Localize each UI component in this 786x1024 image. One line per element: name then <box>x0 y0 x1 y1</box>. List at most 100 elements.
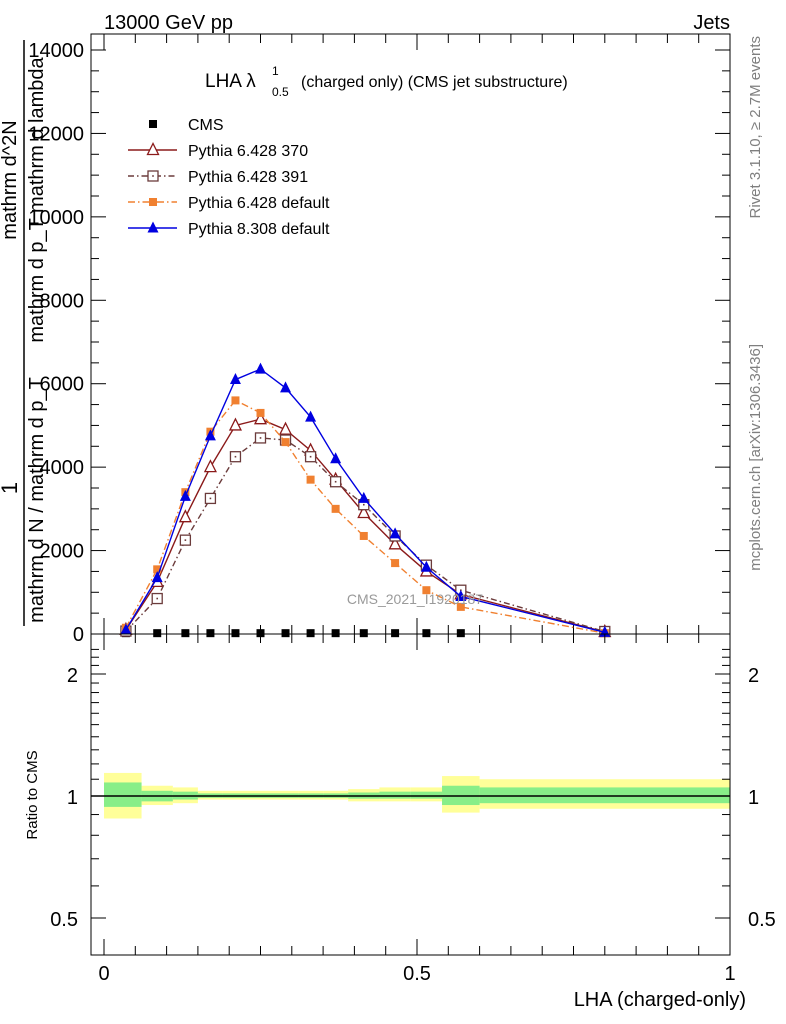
data-point <box>231 629 240 638</box>
data-point <box>305 410 317 422</box>
chart-title: LHA λ <box>205 71 256 92</box>
legend-marker <box>149 120 157 128</box>
data-point-dot <box>309 455 312 458</box>
title-sub: 0.5 <box>272 85 289 99</box>
ratio-band-green <box>379 791 411 799</box>
data-point <box>153 629 162 638</box>
y-tick-label: 2000 <box>40 541 85 563</box>
legend-marker <box>147 221 159 233</box>
y-tick-label: 10000 <box>28 207 84 229</box>
data-point <box>391 629 400 638</box>
legend-marker <box>146 142 160 156</box>
header-left: 13000 GeV pp <box>104 12 233 34</box>
x-tick-label: 0.5 <box>403 963 431 985</box>
series-4 <box>120 362 611 637</box>
data-point <box>359 629 368 638</box>
data-point <box>306 475 315 484</box>
legend-label: CMS <box>188 117 224 134</box>
y-tick-label: 0 <box>73 624 84 646</box>
series-line <box>125 437 605 633</box>
data-point <box>331 629 340 638</box>
data-point <box>253 411 268 425</box>
legend-entry-3: Pythia 6.428 default <box>128 195 330 212</box>
series-line <box>125 368 605 634</box>
legend: CMS Pythia 6.428 370 Pythia 6.428 391 Pythi… <box>128 117 330 238</box>
ylabel-den: mathrm d N / mathrm d p_T <box>26 377 48 623</box>
data-point <box>120 623 132 635</box>
title-rest: (charged only) (CMS jet substructure) <box>301 74 568 91</box>
legend-entry-4: Pythia 8.308 default <box>128 221 330 238</box>
ratio-ylabel: Ratio to CMS <box>24 750 41 839</box>
data-point <box>391 559 400 568</box>
data-point <box>331 504 340 513</box>
data-point <box>456 629 465 638</box>
ylabel-num: 1 <box>0 482 22 494</box>
data-point <box>280 381 292 393</box>
data-point <box>456 602 465 611</box>
data-point <box>389 527 401 539</box>
data-point <box>228 417 243 431</box>
data-point <box>178 509 192 523</box>
legend-entry-1: Pythia 6.428 370 <box>128 142 308 160</box>
data-point <box>420 560 432 572</box>
data-point <box>357 505 371 519</box>
data-point <box>278 421 293 435</box>
ratio-frame <box>90 633 731 956</box>
data-point-dot <box>259 437 262 439</box>
main-panel: 0 2000 4000 6000 8000 10000 12000 14000 CMS_202… <box>28 33 731 646</box>
ratio-tick-label-right: 1 <box>748 787 759 809</box>
data-point <box>204 429 216 441</box>
title-sup: 1 <box>272 64 279 78</box>
series-0 <box>121 629 465 638</box>
ratio-tick-label: 1 <box>67 787 78 809</box>
data-point <box>203 459 217 473</box>
y-tick-label: 14000 <box>28 40 84 62</box>
x-ticks: 0 0.5 1 <box>98 963 735 985</box>
ylabel-frac-den: mathrm d p_T mathrm d lambda <box>26 56 48 342</box>
data-point <box>206 629 215 638</box>
legend-entry-0: CMS <box>149 117 224 134</box>
watermark: CMS_2021_I1920187 <box>347 591 483 607</box>
y-tick-label: 8000 <box>40 290 85 312</box>
y-tick-label: 12000 <box>28 123 84 145</box>
data-point <box>256 629 265 638</box>
x-axis-label: LHA (charged-only) <box>574 989 746 1011</box>
data-point-dot <box>184 539 187 541</box>
data-point <box>256 408 265 417</box>
ratio-band-green <box>104 782 142 807</box>
header-right: Jets <box>693 12 730 34</box>
data-point <box>359 531 368 540</box>
title-main: LHA λ <box>205 71 256 92</box>
data-point-dot <box>334 480 337 483</box>
data-point-dot <box>156 597 159 600</box>
main-ticks: 0 2000 4000 6000 8000 10000 12000 14000 <box>28 34 731 646</box>
data-point <box>231 396 240 405</box>
data-point <box>153 565 162 574</box>
main-series <box>119 362 612 638</box>
mcplots-label: mcplots.cern.ch [arXiv:1306.3436] <box>747 344 764 571</box>
ratio-tick-label: 2 <box>67 665 78 687</box>
data-point-dot <box>362 503 365 506</box>
data-point <box>455 589 467 601</box>
data-point <box>422 629 431 638</box>
ratio-tick-label: 0.5 <box>50 909 78 931</box>
data-point <box>181 629 190 638</box>
ratio-ticks: 0.5 0.5 1 1 2 2 <box>50 634 776 955</box>
main-ylabel: 1 mathrm d N / mathrm d p_T mathrm d^2N … <box>0 40 48 626</box>
data-point <box>151 571 163 583</box>
data-point <box>281 438 290 447</box>
data-point <box>358 491 370 503</box>
data-point-dot <box>234 455 237 458</box>
data-point <box>179 489 191 501</box>
data-point <box>422 586 431 595</box>
data-point-dot <box>209 497 212 500</box>
data-point <box>281 629 290 638</box>
ylabel-frac-num: mathrm d^2N <box>0 120 21 239</box>
ratio-tick-label-right: 0.5 <box>748 909 776 931</box>
rivet-label: Rivet 3.1.10, ≥ 2.7M events <box>747 36 764 219</box>
legend-label: Pythia 6.428 370 <box>188 143 308 160</box>
x-tick-label: 1 <box>724 963 735 985</box>
data-point <box>306 629 315 638</box>
legend-label: Pythia 6.428 391 <box>188 169 308 186</box>
